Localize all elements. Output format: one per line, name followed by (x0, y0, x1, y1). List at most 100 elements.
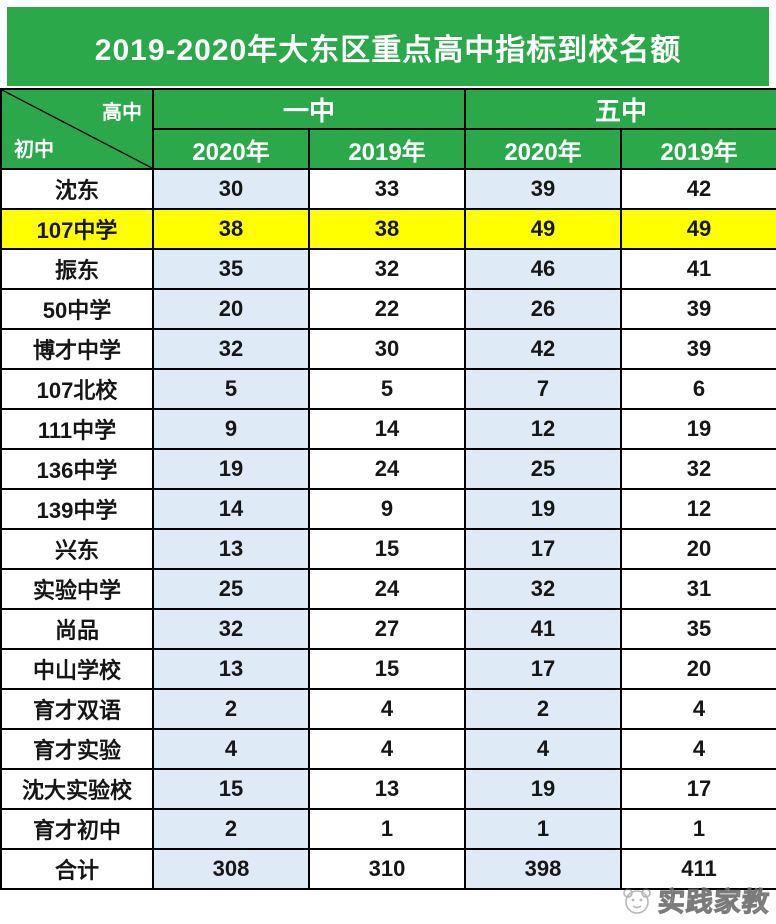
table-row: 136中学 19 24 25 32 (0, 448, 776, 490)
value-cell: 39 (464, 168, 623, 210)
value-cell: 13 (152, 648, 310, 690)
table-row: 博才中学 32 30 42 39 (0, 328, 776, 370)
value-cell: 35 (152, 248, 310, 290)
value-cell: 14 (307, 408, 467, 450)
value-cell: 39 (620, 288, 776, 330)
table-row: 振东 35 32 46 41 (0, 248, 776, 290)
value-cell: 4 (307, 688, 467, 730)
school-name-cell: 博才中学 (0, 328, 154, 370)
value-cell: 49 (464, 208, 623, 250)
value-cell: 31 (620, 568, 776, 610)
value-cell: 2 (152, 808, 310, 850)
table-row: 兴东 13 15 17 20 (0, 528, 776, 570)
school-name-cell: 育才初中 (0, 808, 154, 850)
value-cell: 1 (464, 808, 623, 850)
value-cell: 19 (620, 408, 776, 450)
value-cell: 4 (464, 728, 623, 770)
diagonal-line (2, 90, 152, 168)
value-cell: 27 (307, 608, 467, 650)
year-header-2020-wuzhong: 2020年 (464, 128, 623, 170)
value-cell: 13 (152, 528, 310, 570)
value-cell: 12 (464, 408, 623, 450)
table-row: 沈东 30 33 39 42 (0, 168, 776, 210)
school-name-cell: 111中学 (0, 408, 154, 450)
school-name-cell: 合计 (0, 848, 154, 890)
value-cell: 46 (464, 248, 623, 290)
value-cell: 17 (464, 648, 623, 690)
year-header-2019-wuzhong: 2019年 (620, 128, 776, 170)
value-cell: 14 (152, 488, 310, 530)
value-cell: 20 (620, 528, 776, 570)
diagonal-label-middleschool: 初中 (14, 139, 54, 161)
value-cell: 4 (620, 688, 776, 730)
value-cell: 41 (620, 248, 776, 290)
value-cell: 32 (152, 328, 310, 370)
value-cell: 15 (307, 648, 467, 690)
value-cell: 33 (307, 168, 467, 210)
value-cell: 15 (152, 768, 310, 810)
value-cell: 4 (620, 728, 776, 770)
value-cell: 411 (620, 848, 776, 890)
value-cell: 25 (152, 568, 310, 610)
value-cell: 4 (307, 728, 467, 770)
value-cell: 42 (620, 168, 776, 210)
value-cell: 310 (307, 848, 467, 890)
value-cell: 20 (620, 648, 776, 690)
school-name-cell: 振东 (0, 248, 154, 290)
value-cell: 9 (152, 408, 310, 450)
value-cell: 6 (620, 368, 776, 410)
value-cell: 15 (307, 528, 467, 570)
table-row: 育才实验 4 4 4 4 (0, 728, 776, 770)
value-cell: 41 (464, 608, 623, 650)
table-row: 111中学 9 14 12 19 (0, 408, 776, 450)
school-name-cell: 沈大实验校 (0, 768, 154, 810)
value-cell: 38 (307, 208, 467, 250)
value-cell: 13 (307, 768, 467, 810)
school-name-cell: 育才双语 (0, 688, 154, 730)
table-row: 107中学 38 38 49 49 (0, 208, 776, 250)
table-row: 107北校 5 5 7 6 (0, 368, 776, 410)
value-cell: 32 (152, 608, 310, 650)
school-name-cell: 136中学 (0, 448, 154, 490)
value-cell: 30 (152, 168, 310, 210)
value-cell: 19 (152, 448, 310, 490)
school-name-cell: 中山学校 (0, 648, 154, 690)
school-name-cell: 实验中学 (0, 568, 154, 610)
value-cell: 39 (620, 328, 776, 370)
value-cell: 32 (307, 248, 467, 290)
school-name-cell: 兴东 (0, 528, 154, 570)
value-cell: 49 (620, 208, 776, 250)
year-header-2020-yizhong: 2020年 (152, 128, 310, 170)
value-cell: 32 (620, 448, 776, 490)
table-row: 实验中学 25 24 32 31 (0, 568, 776, 610)
school-name-cell: 50中学 (0, 288, 154, 330)
table-body: 沈东 30 33 39 42 107中学 38 38 49 49 振东 35 32 46 41 50中学 20 2… (0, 168, 776, 890)
total-row: 合计 308 310 398 411 (0, 848, 776, 890)
school-name-cell: 107中学 (0, 208, 154, 250)
table-row: 沈大实验校 15 13 19 17 (0, 768, 776, 810)
value-cell: 1 (307, 808, 467, 850)
value-cell: 24 (307, 568, 467, 610)
value-cell: 38 (152, 208, 310, 250)
value-cell: 7 (464, 368, 623, 410)
value-cell: 398 (464, 848, 623, 890)
value-cell: 4 (152, 728, 310, 770)
value-cell: 9 (307, 488, 467, 530)
value-cell: 308 (152, 848, 310, 890)
value-cell: 26 (464, 288, 623, 330)
school-name-cell: 沈东 (0, 168, 154, 210)
value-cell: 42 (464, 328, 623, 370)
value-cell: 25 (464, 448, 623, 490)
group-header-yizhong: 一中 (151, 88, 467, 130)
school-name-cell: 139中学 (0, 488, 154, 530)
school-name-cell: 107北校 (0, 368, 154, 410)
table-row: 中山学校 13 15 17 20 (0, 648, 776, 690)
diagonal-header-cell: 高中 初中 (0, 88, 154, 170)
year-header-2019-yizhong: 2019年 (307, 128, 467, 170)
table-row: 育才双语 2 4 2 4 (0, 688, 776, 730)
value-cell: 30 (307, 328, 467, 370)
value-cell: 20 (152, 288, 310, 330)
diagonal-label-highschool: 高中 (102, 102, 142, 124)
value-cell: 22 (307, 288, 467, 330)
value-cell: 1 (620, 808, 776, 850)
